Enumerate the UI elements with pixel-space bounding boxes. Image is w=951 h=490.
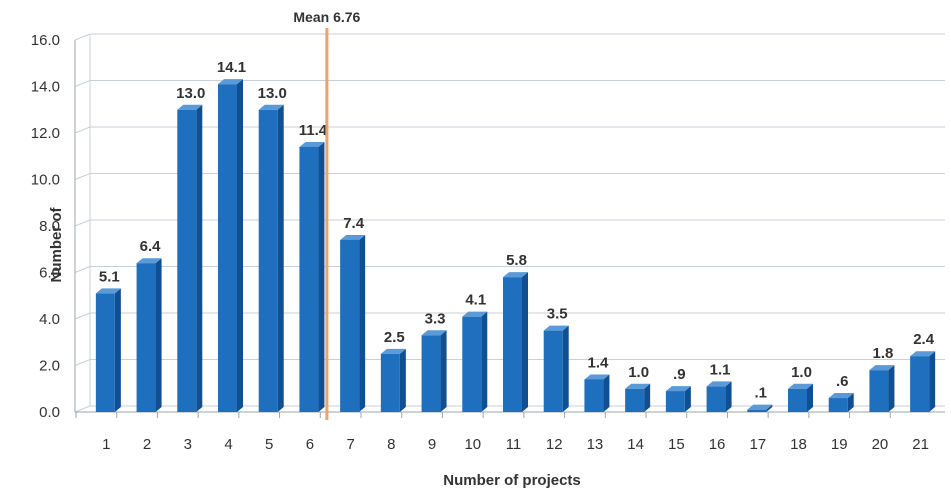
data-label: 7.4 xyxy=(343,215,365,232)
data-label: 13.0 xyxy=(176,85,205,102)
data-label: 1.0 xyxy=(791,364,812,381)
x-tick-label: 20 xyxy=(872,436,889,453)
x-tick-label: 7 xyxy=(346,436,354,453)
data-label: 3.5 xyxy=(547,306,568,323)
x-tick-label: 2 xyxy=(143,436,151,453)
bar xyxy=(828,393,854,412)
x-tick-label: 17 xyxy=(749,436,766,453)
x-tick-label: 19 xyxy=(831,436,848,453)
y-tick-label: 12.0 xyxy=(31,125,60,142)
x-tick-label: 3 xyxy=(184,436,192,453)
data-label: 6.4 xyxy=(140,238,162,255)
x-tick-label: 8 xyxy=(387,436,395,453)
mean-label: Mean 6.76 xyxy=(293,9,360,25)
data-label: 11.4 xyxy=(299,122,328,139)
x-tick-label: 5 xyxy=(265,436,273,453)
y-tick-label: 6.0 xyxy=(39,265,60,282)
x-tick-label: 16 xyxy=(709,436,726,453)
mean-marker: Mean 6.76 xyxy=(293,9,361,420)
bar xyxy=(625,383,651,412)
bar xyxy=(299,141,325,412)
bar xyxy=(503,272,528,412)
y-tick-label: 14.0 xyxy=(31,79,60,96)
x-tick-label: 12 xyxy=(546,436,563,453)
bar xyxy=(543,325,569,412)
x-tick-label: 1 xyxy=(102,436,110,453)
x-tick-label: 15 xyxy=(668,436,685,453)
bar xyxy=(340,234,366,412)
data-label: 5.8 xyxy=(506,252,527,269)
x-tick-label: 21 xyxy=(912,436,929,453)
data-label: 14.1 xyxy=(217,59,246,76)
data-label: 2.5 xyxy=(384,329,405,346)
bar xyxy=(665,386,691,412)
bar xyxy=(747,404,773,412)
x-tick-label: 9 xyxy=(428,436,436,453)
bar xyxy=(380,348,406,412)
bar xyxy=(136,258,162,412)
x-tick-label: 10 xyxy=(464,436,481,453)
bar xyxy=(584,374,610,412)
y-tick-label: 10.0 xyxy=(31,172,60,189)
x-tick-label: 14 xyxy=(627,436,644,453)
x-tick-label: 13 xyxy=(587,436,604,453)
data-labels: 5.1 6.4 13.0 14.1 13.0 11.4 7.4 2.5 3.3 4.1 5.8 3.5… xyxy=(99,59,935,402)
bar xyxy=(95,288,121,412)
data-label: 4.1 xyxy=(465,292,486,309)
data-label: 1.4 xyxy=(587,354,609,371)
bar xyxy=(218,79,243,413)
bar xyxy=(462,311,488,412)
data-label: 13.0 xyxy=(258,85,287,102)
y-tick-label: 8.0 xyxy=(39,218,60,235)
y-axis-title: Number of xyxy=(48,206,65,282)
data-label: 1.0 xyxy=(628,364,649,381)
data-label: .1 xyxy=(755,385,768,402)
y-tick-label: 2.0 xyxy=(39,358,60,375)
data-label: 2.4 xyxy=(913,331,935,348)
x-tick-label: 6 xyxy=(306,436,314,453)
data-label: 3.3 xyxy=(425,310,446,327)
data-label: 5.1 xyxy=(99,268,120,285)
bars xyxy=(95,79,936,413)
bar xyxy=(788,383,813,412)
x-tick-label: 18 xyxy=(790,436,807,453)
y-tick-label: 16.0 xyxy=(31,32,60,49)
y-tick-label: 4.0 xyxy=(39,311,60,328)
x-tick-label: 11 xyxy=(506,436,522,453)
x-tick-labels: 1 2 3 4 5 6 7 8 9 10 11 12 13 14 15 16 17 18 19 20 21 xyxy=(75,412,929,453)
bar xyxy=(869,365,895,412)
data-label: .6 xyxy=(836,373,849,390)
bar xyxy=(177,104,203,412)
y-tick-label: 0.0 xyxy=(39,404,60,421)
x-tick-label: 4 xyxy=(224,436,232,453)
bar xyxy=(706,381,732,412)
data-label: .9 xyxy=(673,366,686,383)
bar xyxy=(258,104,284,412)
y-tick-labels: 0.0 2.0 4.0 6.0 8.0 10.0 12.0 14.0 16.0 xyxy=(31,32,60,421)
bar xyxy=(910,351,936,412)
bar xyxy=(421,330,447,412)
data-label: 1.8 xyxy=(872,345,893,362)
data-label: 1.1 xyxy=(710,361,731,378)
x-axis-title: Number of projects xyxy=(443,472,581,489)
